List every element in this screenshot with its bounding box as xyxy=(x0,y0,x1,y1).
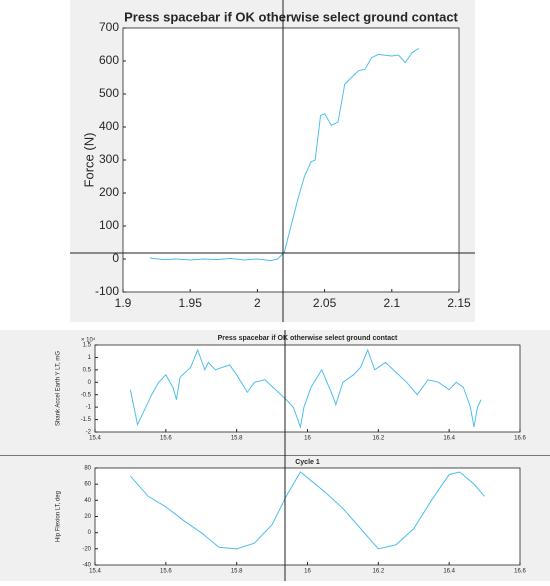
y-tick-label: 0 xyxy=(112,251,119,265)
y-tick-label: 0 xyxy=(88,380,92,386)
axes-box xyxy=(122,27,460,293)
y-tick-label: 0 xyxy=(88,530,92,536)
x-tick-label: 15.6 xyxy=(160,436,172,442)
y-tick-label: 0.5 xyxy=(83,367,92,373)
axes-box xyxy=(94,467,521,566)
x-tick-label: 2.15 xyxy=(447,296,471,310)
plot-area xyxy=(95,345,520,432)
x-tick-label: 15.8 xyxy=(231,436,243,442)
axes-box xyxy=(94,344,521,433)
y-tick-label: 40 xyxy=(84,498,91,504)
data-line xyxy=(129,348,482,429)
y-tick-label: 400 xyxy=(99,119,119,133)
y-axis-label: Hip Flexion LT, deg xyxy=(56,491,62,542)
x-tick-label: 15.6 xyxy=(160,569,172,575)
x-tick-label: 16.2 xyxy=(372,569,384,575)
y-tick-label: 300 xyxy=(99,152,119,166)
plot-area xyxy=(95,468,520,565)
x-tick-label: 16.4 xyxy=(443,569,455,575)
y-axis-label: Shank Accel Earth Y LT, mG xyxy=(56,351,62,426)
y-tick-label: -0.5 xyxy=(81,392,92,398)
x-tick-label: 16.4 xyxy=(443,436,455,442)
y-tick-label: -1 xyxy=(86,405,92,411)
x-tick-label: 15.4 xyxy=(89,436,101,442)
y-tick-label: 600 xyxy=(99,53,119,67)
plot-area xyxy=(123,28,459,292)
y-tick-label: -40 xyxy=(82,563,91,569)
y-tick-label: -1.5 xyxy=(81,417,92,423)
y-tick-label: 1 xyxy=(88,355,92,361)
x-tick-label: 16.2 xyxy=(372,436,384,442)
x-tick-label: 15.8 xyxy=(231,569,243,575)
y-axis-label: Force (N) xyxy=(81,133,96,188)
plots: Press spacebar if OK otherwise select gr… xyxy=(56,9,527,574)
y-tick-label: 60 xyxy=(84,482,91,488)
x-tick-label: 16.6 xyxy=(514,436,526,442)
y-tick-label: 1.5 xyxy=(83,343,92,349)
data-line xyxy=(130,471,485,550)
y-tick-label: 200 xyxy=(99,185,119,199)
y-tick-label: -20 xyxy=(82,546,91,552)
x-tick-label: 16 xyxy=(304,436,311,442)
y-tick-label: 500 xyxy=(99,86,119,100)
y-tick-label: 80 xyxy=(84,466,91,472)
x-tick-label: 1.9 xyxy=(115,296,132,310)
x-tick-label: 2 xyxy=(254,296,261,310)
y-tick-label: -100 xyxy=(95,284,119,298)
x-tick-label: 16 xyxy=(304,569,311,575)
x-tick-label: 2.05 xyxy=(313,296,337,310)
y-tick-label: 700 xyxy=(99,20,119,34)
chart-title: Press spacebar if OK otherwise select gr… xyxy=(218,335,398,342)
y-exponent: × 10⁴ xyxy=(81,337,96,344)
x-tick-label: 16.6 xyxy=(514,569,526,575)
chart-title: Press spacebar if OK otherwise select gr… xyxy=(124,9,458,24)
x-tick-label: 2.1 xyxy=(383,296,400,310)
data-line xyxy=(149,48,419,262)
y-tick-label: 20 xyxy=(84,514,91,520)
y-tick-label: -2 xyxy=(86,430,92,436)
x-tick-label: 15.4 xyxy=(89,569,101,575)
x-tick-label: 1.95 xyxy=(179,296,203,310)
chart-title: Cycle 1 xyxy=(295,459,320,466)
y-tick-label: 100 xyxy=(99,218,119,232)
